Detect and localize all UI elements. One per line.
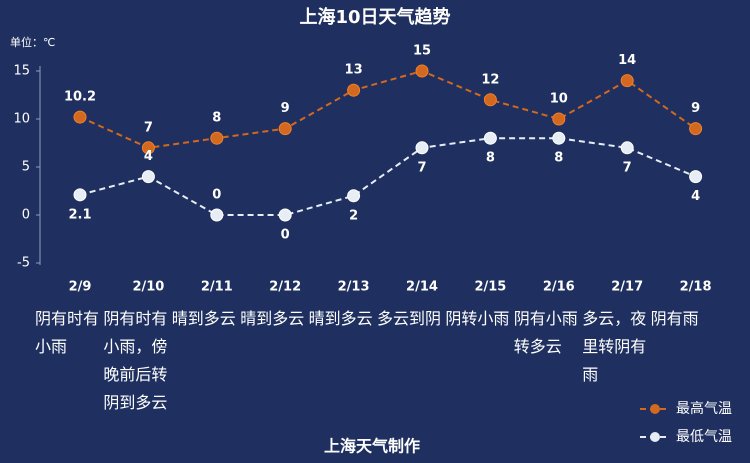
point xyxy=(347,189,361,203)
x-tick-label: 2/13 xyxy=(338,280,370,295)
unit-label: 单位：℃ xyxy=(10,35,55,49)
data-label: 14 xyxy=(618,53,636,68)
y-tick-label: 0 xyxy=(22,208,30,223)
weather-text: 多云到阴 xyxy=(377,309,442,328)
data-label: 7 xyxy=(417,160,426,175)
legend-label: 最低气温 xyxy=(676,429,732,445)
series-line xyxy=(79,69,697,149)
weather-text: 多云，夜里转阴有雨 xyxy=(582,309,647,384)
weather-text: 阴有时有小雨 xyxy=(35,309,100,356)
legend-label: 最高气温 xyxy=(676,400,732,417)
data-label: 8 xyxy=(212,111,221,126)
x-tick-label: 2/11 xyxy=(201,280,233,295)
y-tick-label: 5 xyxy=(22,160,30,175)
point xyxy=(552,131,566,145)
legend-marker xyxy=(650,404,660,414)
point xyxy=(483,131,497,145)
x-tick-label: 2/12 xyxy=(269,280,301,295)
weather-text: 晴到多云 xyxy=(171,309,236,328)
point xyxy=(689,170,703,184)
x-tick-label: 2/15 xyxy=(474,280,506,295)
data-label: 4 xyxy=(144,149,153,164)
data-label: 9 xyxy=(691,101,700,116)
point xyxy=(210,131,224,145)
data-label: 15 xyxy=(413,44,431,59)
data-label: 10.2 xyxy=(64,90,96,105)
weather-text: 阴有小雨转多云 xyxy=(513,309,578,356)
data-label: 10 xyxy=(550,92,568,107)
data-label: 8 xyxy=(486,151,495,166)
data-label: 0 xyxy=(212,188,221,203)
point xyxy=(483,93,497,107)
weather-text: 晴到多云 xyxy=(240,309,305,328)
data-label: 7 xyxy=(623,160,632,175)
weather-text: 阴有时有小雨，傍晚前后转阴到多云 xyxy=(103,309,168,412)
data-label: 2 xyxy=(349,208,358,223)
point xyxy=(73,110,87,124)
point xyxy=(620,141,634,155)
data-label: 8 xyxy=(554,151,563,166)
x-tick-label: 2/17 xyxy=(611,280,643,295)
x-tick-label: 2/14 xyxy=(406,280,438,295)
point xyxy=(278,122,292,136)
data-label: 7 xyxy=(144,120,153,135)
point xyxy=(141,141,155,155)
point xyxy=(415,64,429,78)
data-label: 2.1 xyxy=(68,207,91,222)
point xyxy=(415,141,429,155)
data-label: 12 xyxy=(481,72,499,87)
data-label: 9 xyxy=(281,101,290,116)
chart-title: 上海10日天气趋势 xyxy=(299,6,450,28)
point xyxy=(689,122,703,136)
point xyxy=(552,112,566,126)
footer: 上海天气制作 xyxy=(324,437,420,456)
weather-text: 阴有雨 xyxy=(650,309,699,328)
y-tick-label: 15 xyxy=(13,64,30,79)
point xyxy=(620,74,634,88)
y-tick-label: -5 xyxy=(17,256,30,271)
x-tick-label: 2/18 xyxy=(680,280,712,295)
data-label: 4 xyxy=(691,189,700,204)
x-tick-label: 2/16 xyxy=(543,280,575,295)
weather-text: 晴到多云 xyxy=(308,309,373,328)
legend-marker xyxy=(650,432,660,442)
x-tick-label: 2/9 xyxy=(69,280,92,295)
data-label: 0 xyxy=(281,228,290,243)
point xyxy=(278,208,292,222)
weather-text: 阴转小雨 xyxy=(445,309,510,328)
x-tick-label: 2/10 xyxy=(132,280,164,295)
series-line xyxy=(79,137,696,216)
y-tick-label: 10 xyxy=(13,112,30,127)
point xyxy=(347,83,361,97)
point xyxy=(210,208,224,222)
point xyxy=(73,188,87,202)
point xyxy=(141,170,155,184)
data-label: 13 xyxy=(345,63,363,78)
